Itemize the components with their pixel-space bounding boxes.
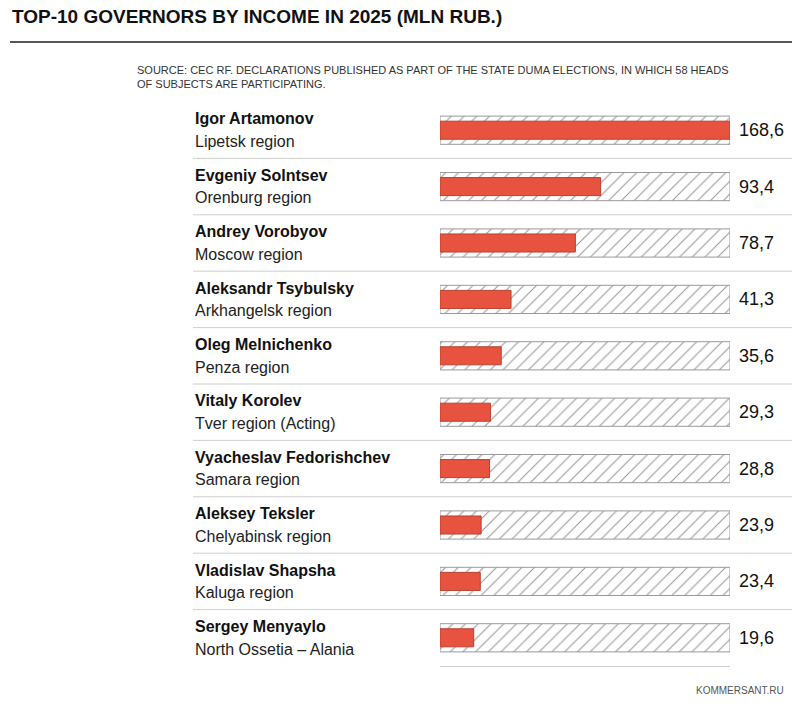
svg-text:93,4: 93,4: [739, 177, 774, 197]
svg-text:TOP-10 GOVERNORS BY INCOME IN: TOP-10 GOVERNORS BY INCOME IN 2025 (MLN …: [12, 6, 502, 27]
svg-text:Vyacheslav Fedorishchev: Vyacheslav Fedorishchev: [195, 449, 390, 466]
svg-text:Aleksandr Tsybulsky: Aleksandr Tsybulsky: [195, 280, 354, 297]
svg-text:29,3: 29,3: [739, 402, 774, 422]
svg-text:Kaluga region: Kaluga region: [195, 584, 294, 601]
svg-text:Arkhangelsk region: Arkhangelsk region: [195, 302, 332, 319]
svg-text:Tver region (Acting): Tver region (Acting): [195, 415, 336, 432]
svg-text:23,4: 23,4: [739, 571, 774, 591]
svg-text:Chelyabinsk region: Chelyabinsk region: [195, 528, 331, 545]
svg-text:Penza region: Penza region: [195, 359, 289, 376]
svg-text:168,6: 168,6: [739, 120, 784, 140]
svg-text:41,3: 41,3: [739, 289, 774, 309]
svg-text:Oleg Melnichenko: Oleg Melnichenko: [195, 336, 332, 353]
svg-text:KOMMERSANT.RU: KOMMERSANT.RU: [696, 685, 784, 696]
svg-text:Sergey Menyaylo: Sergey Menyaylo: [195, 618, 326, 635]
svg-text:Igor Artamonov: Igor Artamonov: [195, 110, 314, 127]
svg-text:Samara region: Samara region: [195, 471, 300, 488]
svg-text:Vladislav Shapsha: Vladislav Shapsha: [195, 562, 336, 579]
svg-text:28,8: 28,8: [739, 459, 774, 479]
svg-text:Evgeniy Solntsev: Evgeniy Solntsev: [195, 167, 328, 184]
svg-text:35,6: 35,6: [739, 346, 774, 366]
svg-text:Lipetsk region: Lipetsk region: [195, 133, 295, 150]
svg-text:Moscow region: Moscow region: [195, 246, 303, 263]
svg-text:23,9: 23,9: [739, 515, 774, 535]
svg-text:Andrey Vorobyov: Andrey Vorobyov: [195, 223, 327, 240]
svg-text:Aleksey Teksler: Aleksey Teksler: [195, 505, 315, 522]
svg-text:SOURCE: CEC RF. DECLARATIONS P: SOURCE: CEC RF. DECLARATIONS PUBLISHED A…: [137, 64, 728, 90]
svg-text:North Ossetia – Alania: North Ossetia – Alania: [195, 641, 354, 658]
svg-text:Orenburg region: Orenburg region: [195, 189, 312, 206]
svg-text:19,6: 19,6: [739, 628, 774, 648]
svg-text:78,7: 78,7: [739, 233, 774, 253]
svg-text:Vitaly Korolev: Vitaly Korolev: [195, 392, 302, 409]
